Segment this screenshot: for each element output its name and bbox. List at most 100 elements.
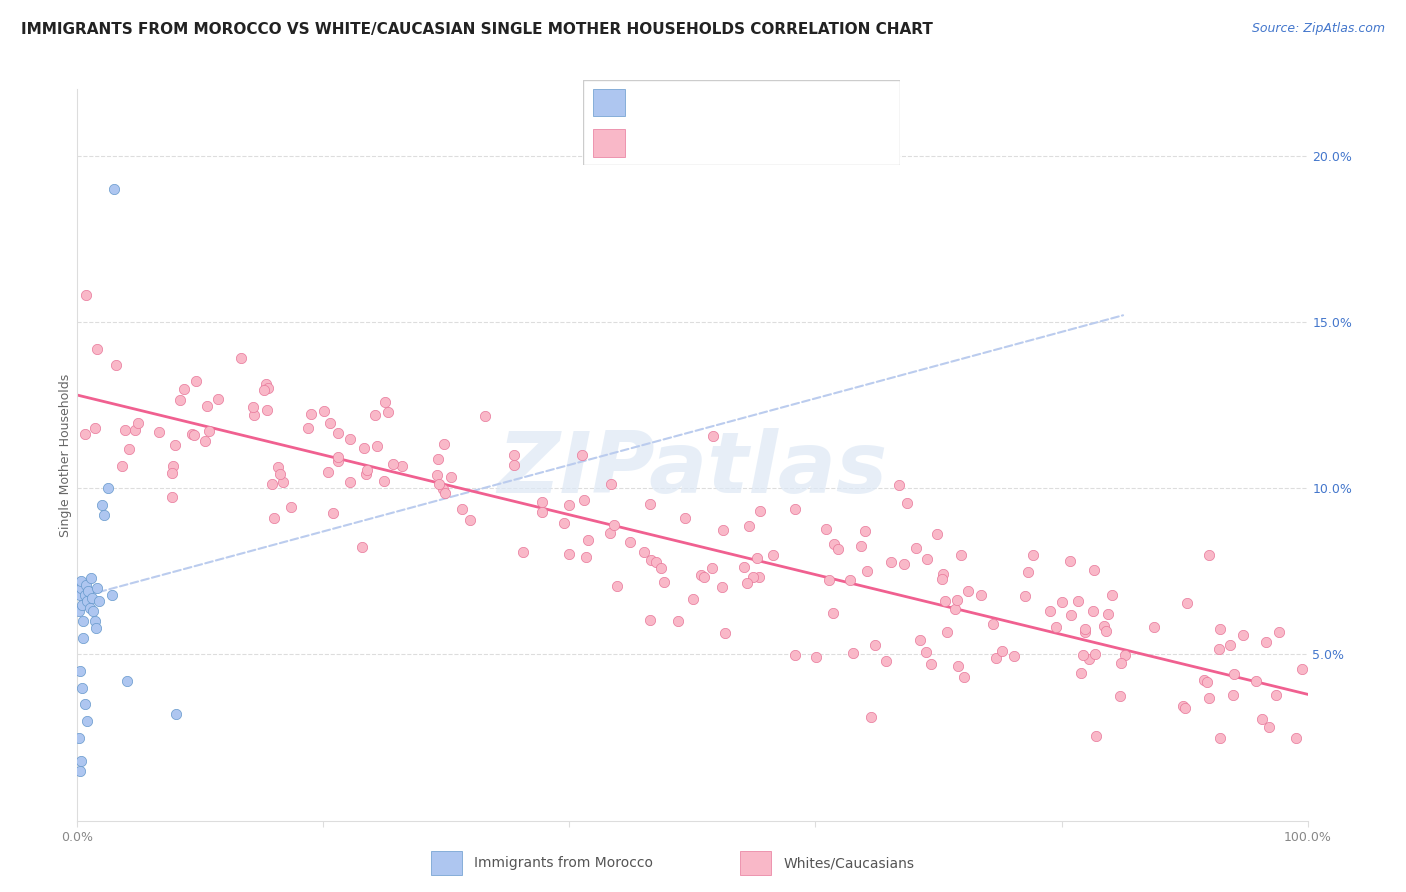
Point <box>181 427 204 442</box>
Point <box>67 604 90 618</box>
FancyBboxPatch shape <box>430 851 461 875</box>
Point <box>267 459 290 474</box>
Text: ZIPatlas: ZIPatlas <box>498 428 887 511</box>
Point <box>263 511 285 525</box>
Point <box>165 707 187 722</box>
Point <box>229 351 252 366</box>
Point <box>948 659 970 673</box>
Point <box>1142 620 1164 634</box>
Point <box>638 497 661 511</box>
Point <box>690 568 713 582</box>
Point <box>243 409 266 423</box>
Point <box>84 621 107 635</box>
Point <box>1171 698 1194 713</box>
Point <box>990 644 1012 658</box>
Point <box>75 427 97 442</box>
Point <box>1039 604 1062 618</box>
Point <box>434 485 457 500</box>
Point <box>322 506 344 520</box>
Point <box>502 448 524 462</box>
Point <box>76 714 98 728</box>
Point <box>644 555 666 569</box>
Point <box>503 458 526 473</box>
Point <box>1070 666 1092 681</box>
Point <box>1223 666 1246 681</box>
Point <box>1002 649 1025 664</box>
FancyBboxPatch shape <box>593 129 624 157</box>
Point <box>280 500 302 514</box>
Point <box>738 519 761 533</box>
Point <box>838 573 860 587</box>
Point <box>983 617 1005 632</box>
Point <box>101 588 124 602</box>
Point <box>711 580 734 594</box>
Point <box>1257 720 1279 734</box>
Point <box>73 588 96 602</box>
Point <box>70 681 93 695</box>
Point <box>863 638 886 652</box>
Point <box>842 646 865 660</box>
Point <box>326 454 349 468</box>
FancyBboxPatch shape <box>740 851 770 875</box>
Point <box>118 442 141 456</box>
Text: N =: N = <box>763 134 796 152</box>
Point <box>849 539 872 553</box>
Point <box>297 421 319 435</box>
Point <box>75 287 97 301</box>
Point <box>936 625 959 640</box>
Point <box>530 505 553 519</box>
Point <box>451 502 474 516</box>
Point <box>638 613 661 627</box>
Point <box>1232 627 1254 641</box>
Point <box>69 588 91 602</box>
Point <box>328 450 350 464</box>
Point <box>934 594 956 608</box>
Point <box>682 591 704 606</box>
Point <box>603 518 626 533</box>
Text: Immigrants from Morocco: Immigrants from Morocco <box>474 856 654 870</box>
Point <box>1222 688 1244 702</box>
Point <box>273 475 295 489</box>
Point <box>599 525 621 540</box>
Point <box>571 448 593 462</box>
Point <box>83 614 105 628</box>
Point <box>377 404 399 418</box>
Point <box>1084 647 1107 661</box>
Point <box>339 475 361 490</box>
Point <box>72 631 94 645</box>
Point <box>946 592 969 607</box>
Point <box>815 522 838 536</box>
Y-axis label: Single Mother Households: Single Mother Households <box>59 373 72 537</box>
Point <box>917 552 939 566</box>
Point <box>1219 638 1241 652</box>
Point <box>702 560 724 574</box>
Point <box>823 537 845 551</box>
Point <box>433 437 456 451</box>
Point <box>853 524 876 538</box>
Text: Whites/Caucasians: Whites/Caucasians <box>783 856 914 870</box>
Point <box>711 523 734 537</box>
Point <box>83 421 105 435</box>
Point <box>1198 548 1220 562</box>
Point <box>440 470 463 484</box>
Point <box>619 535 641 549</box>
Point <box>1071 648 1094 663</box>
Point <box>197 424 219 438</box>
Point <box>76 594 98 608</box>
Point <box>256 403 278 417</box>
Point <box>530 494 553 508</box>
Point <box>931 572 953 586</box>
Point <box>702 429 724 443</box>
Point <box>183 428 205 442</box>
Point <box>783 648 806 662</box>
Text: 33: 33 <box>811 94 835 112</box>
Point <box>879 555 901 569</box>
Point <box>70 754 93 768</box>
Point <box>319 417 342 431</box>
Point <box>90 498 114 512</box>
Point <box>1060 608 1083 623</box>
Point <box>80 571 103 585</box>
Point <box>242 400 264 414</box>
Point <box>600 477 623 491</box>
Point <box>1074 622 1097 636</box>
